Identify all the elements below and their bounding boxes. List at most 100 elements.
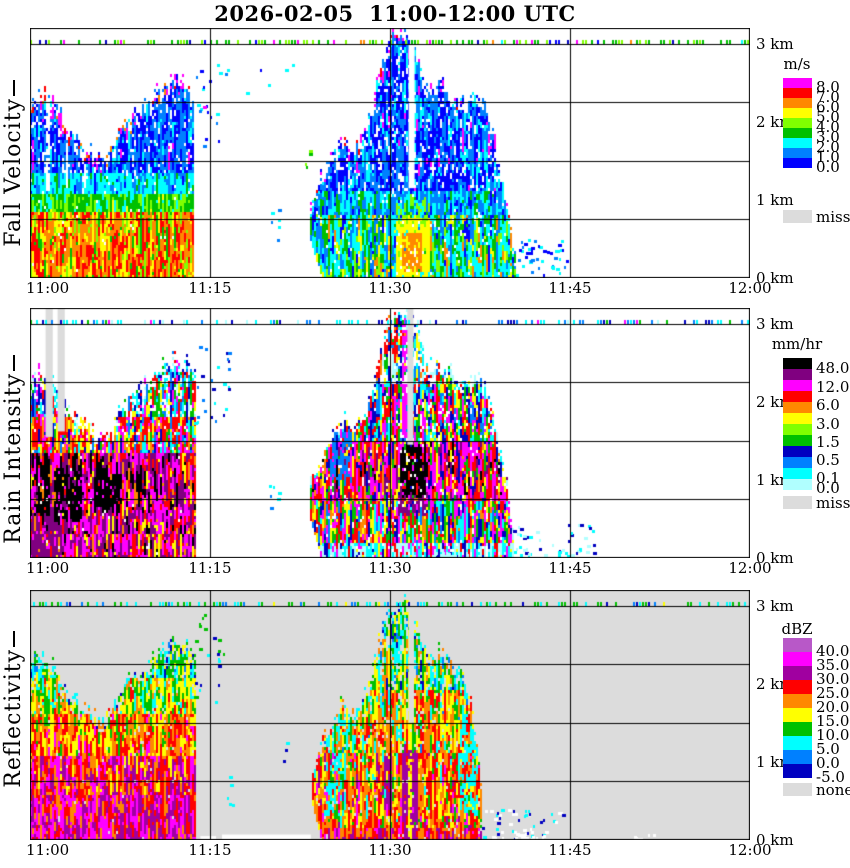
- time-tick-label: 11:45: [548, 559, 592, 577]
- time-tick-label: 11:00: [26, 559, 70, 577]
- legend-value-label: 15.0: [816, 712, 850, 730]
- height-tick-label: 0 km: [756, 549, 794, 567]
- legend-color-box: [783, 358, 812, 369]
- legend-value-label: 5.0: [816, 108, 840, 126]
- legend-value-label: 5.0: [816, 740, 840, 758]
- legend-missing-box: [783, 210, 812, 223]
- time-tick-label: 11:45: [548, 841, 592, 859]
- axis-title-text: Rain Intensity: [1, 373, 26, 544]
- time-tick-label: 11:15: [188, 559, 232, 577]
- axis-title-tick: [13, 355, 15, 371]
- legend-title-fall-velocity: m/s: [783, 55, 811, 73]
- legend-color-box: [783, 750, 812, 764]
- legend-value-label: 0.0: [816, 754, 840, 772]
- legend-value-label: 1.5: [816, 433, 840, 451]
- legend-color-box: [783, 108, 812, 118]
- legend-color-box: [783, 138, 812, 148]
- legend-value-label: 12.0: [816, 378, 850, 396]
- time-tick-label: 11:15: [188, 841, 232, 859]
- fall-velocity-axis-title: Fall Velocity: [1, 80, 27, 247]
- reflectivity-axis-title: Reflectivity: [1, 631, 27, 788]
- legend-value-label: 0.5: [816, 451, 840, 469]
- legend-color-box: [783, 435, 812, 446]
- legend-missing-label: none: [816, 781, 850, 799]
- time-tick-label: 11:30: [368, 279, 412, 297]
- legend-color-box: [783, 424, 812, 435]
- rain-intensity-axis-title: Rain Intensity: [1, 355, 27, 544]
- legend-value-label: 2.0: [816, 138, 840, 156]
- time-tick-label: 11:00: [26, 279, 70, 297]
- legend-value-label: 7.0: [816, 88, 840, 106]
- time-tick-label: 11:45: [548, 279, 592, 297]
- legend-value-label: 35.0: [816, 656, 850, 674]
- height-tick-label: 0 km: [756, 269, 794, 287]
- legend-color-box: [783, 708, 812, 722]
- legend-color-box: [783, 680, 812, 694]
- axis-title-text: Reflectivity: [1, 649, 26, 788]
- legend-color-box: [783, 446, 812, 457]
- height-tick-label: 3 km: [756, 596, 794, 615]
- height-tick-label: 3 km: [756, 34, 794, 53]
- time-tick-label: 12:00: [728, 279, 772, 297]
- legend-title-rain-intensity: mm/hr: [771, 335, 823, 353]
- axis-title-tick: [13, 631, 15, 647]
- legend-value-label: 10.0: [816, 726, 850, 744]
- legend-value-label: 25.0: [816, 684, 850, 702]
- time-tick-label: 11:15: [188, 279, 232, 297]
- legend-color-box: [783, 148, 812, 158]
- time-tick-label: 12:00: [728, 559, 772, 577]
- time-tick-label: 11:30: [368, 841, 412, 859]
- page-title: 2026-02-05 11:00-12:00 UTC: [214, 1, 576, 26]
- legend-color-box: [783, 694, 812, 708]
- legend-color-box: [783, 722, 812, 736]
- height-tick-label: 0 km: [756, 831, 794, 849]
- fall-velocity-heatmap: [30, 28, 750, 278]
- legend-value-label: 1.0: [816, 148, 840, 166]
- legend-color-box: [783, 158, 812, 168]
- rain-intensity-heatmap: [30, 308, 750, 558]
- legend-color-box: [783, 391, 812, 402]
- legend-value-label: 3.0: [816, 128, 840, 146]
- legend-title-reflectivity: dBZ: [781, 620, 813, 638]
- legend-value-label: 8.0: [816, 78, 840, 96]
- legend-color-box: [783, 479, 812, 490]
- legend-color-box: [783, 380, 812, 391]
- legend-value-label: 0.0: [816, 158, 840, 176]
- legend-value-label: 6.0: [816, 98, 840, 116]
- axis-title-tick: [13, 80, 15, 96]
- legend-color-box: [783, 369, 812, 380]
- legend-color-box: [783, 652, 812, 666]
- legend-value-label: 6.0: [816, 396, 840, 414]
- legend-value-label: 20.0: [816, 698, 850, 716]
- legend-value-label: 3.0: [816, 415, 840, 433]
- legend-value-label: 0.0: [816, 479, 840, 497]
- time-tick-label: 11:30: [368, 559, 412, 577]
- legend-value-label: -5.0: [816, 768, 845, 786]
- legend-value-label: 30.0: [816, 670, 850, 688]
- legend-color-box: [783, 457, 812, 468]
- height-tick-label: 1 km: [756, 190, 794, 209]
- time-tick-label: 11:00: [26, 841, 70, 859]
- legend-missing-box: [783, 783, 812, 796]
- legend-color-box: [783, 118, 812, 128]
- legend-color-box: [783, 666, 812, 680]
- legend-color-box: [783, 402, 812, 413]
- legend-value-label: 4.0: [816, 118, 840, 136]
- axis-title-text: Fall Velocity: [1, 98, 26, 247]
- legend-color-box: [783, 128, 812, 138]
- reflectivity-heatmap: [30, 590, 750, 840]
- time-tick-label: 12:00: [728, 841, 772, 859]
- legend-color-box: [783, 88, 812, 98]
- legend-color-box: [783, 764, 812, 778]
- legend-color-box: [783, 736, 812, 750]
- legend-value-label: 48.0: [816, 359, 850, 377]
- legend-value-label: 40.0: [816, 642, 850, 660]
- legend-missing-label: miss: [816, 208, 850, 226]
- legend-missing-label: miss: [816, 494, 850, 512]
- height-tick-label: 3 km: [756, 314, 794, 333]
- legend-color-box: [783, 78, 812, 88]
- legend-color-box: [783, 468, 812, 479]
- legend-color-box: [783, 98, 812, 108]
- legend-color-box: [783, 638, 812, 652]
